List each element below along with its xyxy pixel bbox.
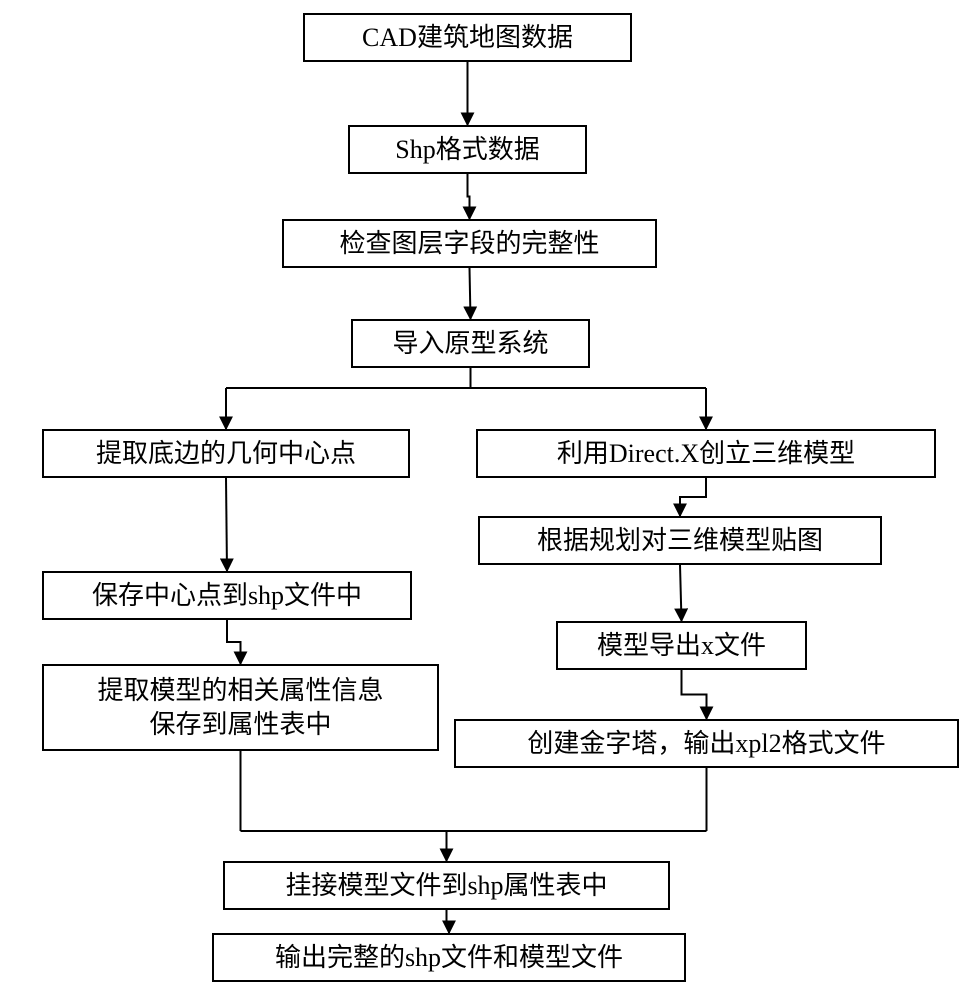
flowchart-node: CAD建筑地图数据 [303, 13, 632, 62]
flowchart-node: Shp格式数据 [348, 125, 587, 174]
flowchart-node: 挂接模型文件到shp属性表中 [223, 861, 670, 910]
flowchart-node: 输出完整的shp文件和模型文件 [212, 933, 686, 982]
flowchart-canvas: CAD建筑地图数据 Shp格式数据检查图层字段的完整性导入原型系统提取底边的几何中… [0, 0, 977, 1000]
flowchart-node: 提取底边的几何中心点 [42, 429, 410, 478]
flowchart-node: 利用Direct.X创立三维模型 [476, 429, 936, 478]
flowchart-node: 保存中心点到shp文件中 [42, 571, 412, 620]
flowchart-node: 导入原型系统 [351, 319, 590, 368]
flowchart-node: 提取模型的相关属性信息 保存到属性表中 [42, 664, 439, 751]
flowchart-node: 检查图层字段的完整性 [282, 219, 657, 268]
flowchart-node: 模型导出x文件 [556, 621, 807, 670]
flowchart-node: 根据规划对三维模型贴图 [478, 516, 882, 565]
flowchart-node: 创建金字塔，输出xpl2格式文件 [454, 719, 959, 768]
